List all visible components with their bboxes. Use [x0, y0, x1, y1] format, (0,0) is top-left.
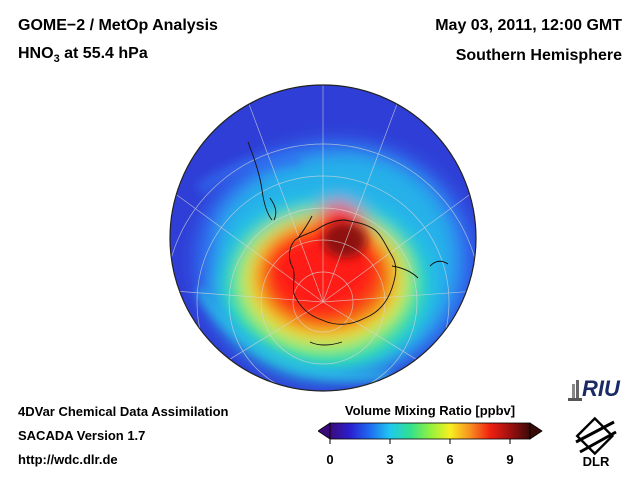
footer-url: http://wdc.dlr.de: [18, 452, 118, 467]
graticule: [170, 85, 476, 391]
concentration-field: [170, 85, 476, 391]
pressure-level: at 55.4 hPa: [59, 45, 148, 62]
date-time-label: May 03, 2011, 12:00 GMT: [435, 17, 622, 34]
species-subscript: 3: [53, 53, 60, 66]
svg-text:DLR: DLR: [583, 454, 610, 468]
analysis-title: GOME−2 / MetOp Analysis: [18, 17, 218, 34]
colorbar: [318, 422, 543, 444]
coastlines: [247, 141, 449, 346]
colorbar-low-arrow: [318, 422, 331, 440]
svg-text:RIU: RIU: [582, 376, 621, 401]
footer-method: 4DVar Chemical Data Assimilation: [18, 404, 229, 419]
colorbar-ramp: [329, 422, 531, 440]
globe-outline: [169, 84, 477, 392]
riu-logo: RIU: [568, 376, 621, 401]
species-name: HNO: [18, 45, 54, 62]
colorbar-tick-label: 0: [326, 452, 334, 467]
species-level-title: HNO3 at 55.4 hPa: [18, 44, 148, 69]
colorbar-tick-label: 6: [446, 452, 454, 467]
colorbar-title: Volume Mixing Ratio [ppbv]: [344, 403, 516, 418]
colorbar-tick-label: 3: [386, 452, 394, 467]
hemisphere-label: Southern Hemisphere: [455, 47, 622, 64]
colorbar-high-arrow: [529, 422, 543, 440]
hemisphere-map: [169, 84, 477, 392]
colorbar-tick-label: 9: [506, 452, 514, 467]
dlr-logo: DLR: [575, 416, 617, 468]
footer-version: SACADA Version 1.7: [18, 428, 146, 443]
